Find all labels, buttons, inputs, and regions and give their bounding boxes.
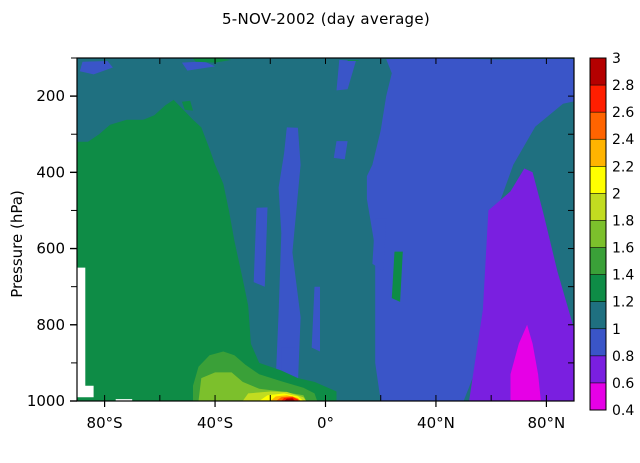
colorbar-label: 1	[612, 322, 621, 338]
region-1_2-1	[193, 58, 232, 63]
colorbar-swatch	[590, 139, 606, 167]
colorbar-label: 3	[612, 51, 621, 67]
colorbar-label: 0.8	[612, 349, 634, 365]
x-tick-label: 80°N	[527, 414, 565, 432]
region-0_8-5	[253, 207, 268, 287]
colorbar-swatch	[590, 247, 606, 275]
region-0_8-0	[79, 61, 113, 75]
colorbar-swatch	[590, 112, 606, 140]
colorbar-label: 1.2	[612, 295, 634, 311]
colorbar-label: 0.6	[612, 376, 634, 392]
region-0_6-0	[469, 168, 574, 401]
colorbar-swatch	[590, 382, 606, 410]
colorbar-swatch	[590, 166, 606, 194]
y-axis: 200 400 600 800 1000	[27, 57, 574, 410]
x-tick-label: 80°S	[87, 414, 123, 432]
colorbar-label: 2.2	[612, 159, 634, 175]
region-0_8-7	[372, 218, 387, 272]
y-tick-label: 800	[36, 316, 65, 334]
region-1_2-4	[391, 251, 403, 302]
x-tick-label: 40°S	[197, 414, 233, 432]
colorbar-swatch	[590, 355, 606, 383]
colorbar-swatch	[590, 193, 606, 221]
colorbar-label: 1.8	[612, 213, 634, 229]
region-0_8-3	[336, 59, 356, 91]
x-tick-label: 40°N	[417, 414, 455, 432]
colorbar-swatch	[590, 274, 606, 302]
colorbar-label: 1.6	[612, 241, 634, 257]
chart-title: 5-NOV-2002 (day average)	[222, 10, 430, 28]
colorbar-swatch	[590, 328, 606, 356]
colorbar-label: 2.6	[612, 105, 634, 121]
y-tick-label: 400	[36, 163, 65, 181]
y-tick-label: 1000	[27, 392, 65, 410]
region-0_8-4	[275, 127, 301, 384]
region-0_8-8	[311, 286, 320, 352]
heatmap-regions	[77, 58, 574, 401]
y-axis-label: Pressure (hPa)	[8, 190, 26, 298]
x-axis: 80°S 40°S 0° 40°N 80°N	[87, 58, 565, 432]
colorbar-label: 2	[612, 186, 621, 202]
colorbar-swatch	[590, 58, 606, 86]
colorbar-swatch	[590, 220, 606, 248]
colorbar: 0.4 0.6 0.8 1 1.2 1.4 1.6 1.8 2 2.2 2.4 2.6 2.8 3	[589, 51, 634, 419]
y-tick-label: 600	[36, 240, 65, 258]
colorbar-label: 0.4	[612, 403, 634, 419]
region-0_8-1	[181, 61, 216, 71]
region-1_2-0	[77, 99, 337, 401]
colorbar-label: 1.4	[612, 268, 634, 284]
y-tick-label: 200	[36, 87, 65, 105]
region-0_8-6	[333, 141, 348, 160]
region-1_2-2	[181, 100, 193, 111]
colorbar-label: 2.8	[612, 78, 634, 94]
region-0_8-2	[366, 58, 574, 401]
region-0-0	[77, 267, 94, 398]
colorbar-swatch	[590, 85, 606, 113]
region-0_4-0	[510, 324, 541, 401]
region-1_2-3	[347, 60, 359, 61]
region-2_8-0	[284, 398, 296, 401]
colorbar-label: 2.4	[612, 132, 634, 148]
x-tick-label: 0°	[317, 414, 334, 432]
colorbar-swatch	[590, 301, 606, 329]
